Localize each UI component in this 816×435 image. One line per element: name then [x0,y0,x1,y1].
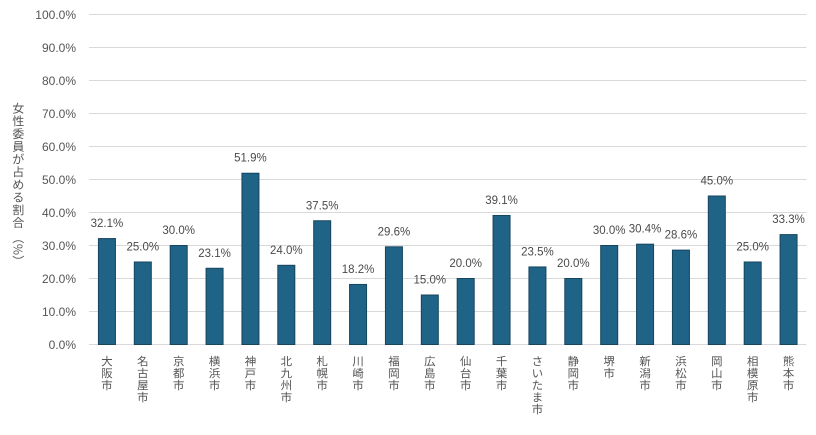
svg-text:39.1%: 39.1% [485,195,518,207]
svg-text:30.4%: 30.4% [629,224,662,236]
svg-text:100.0%: 100.0% [35,8,76,22]
svg-text:90.0%: 90.0% [42,41,76,55]
svg-text:23.5%: 23.5% [521,246,554,258]
svg-text:28.6%: 28.6% [665,230,698,242]
svg-text:30.0%: 30.0% [42,239,76,253]
svg-text:15.0%: 15.0% [414,275,447,287]
svg-text:18.2%: 18.2% [342,264,375,276]
svg-text:30.0%: 30.0% [593,225,626,237]
svg-text:0.0%: 0.0% [49,338,77,352]
svg-text:25.0%: 25.0% [127,242,160,254]
svg-text:51.9%: 51.9% [234,153,267,165]
svg-text:45.0%: 45.0% [701,176,734,188]
svg-text:40.0%: 40.0% [42,206,76,220]
svg-text:32.1%: 32.1% [91,218,124,230]
svg-text:20.0%: 20.0% [42,272,76,286]
svg-text:23.1%: 23.1% [198,248,231,260]
svg-text:20.0%: 20.0% [557,258,590,270]
svg-text:33.3%: 33.3% [772,214,805,226]
svg-text:50.0%: 50.0% [42,173,76,187]
svg-text:37.5%: 37.5% [306,200,339,212]
svg-text:10.0%: 10.0% [42,305,76,319]
svg-text:60.0%: 60.0% [42,140,76,154]
svg-text:24.0%: 24.0% [270,245,303,257]
svg-text:25.0%: 25.0% [736,242,769,254]
svg-text:80.0%: 80.0% [42,74,76,88]
svg-text:30.0%: 30.0% [162,225,195,237]
svg-text:20.0%: 20.0% [449,258,482,270]
svg-text:29.6%: 29.6% [378,226,411,238]
svg-text:70.0%: 70.0% [42,107,76,121]
